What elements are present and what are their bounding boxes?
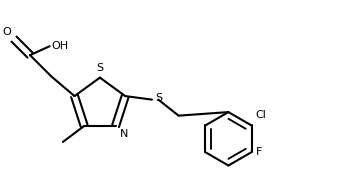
Text: N: N <box>120 129 128 139</box>
Text: Cl: Cl <box>255 110 266 120</box>
Text: F: F <box>256 147 262 157</box>
Text: OH: OH <box>51 41 68 51</box>
Text: O: O <box>2 27 11 37</box>
Text: S: S <box>96 63 104 73</box>
Text: S: S <box>155 93 162 103</box>
